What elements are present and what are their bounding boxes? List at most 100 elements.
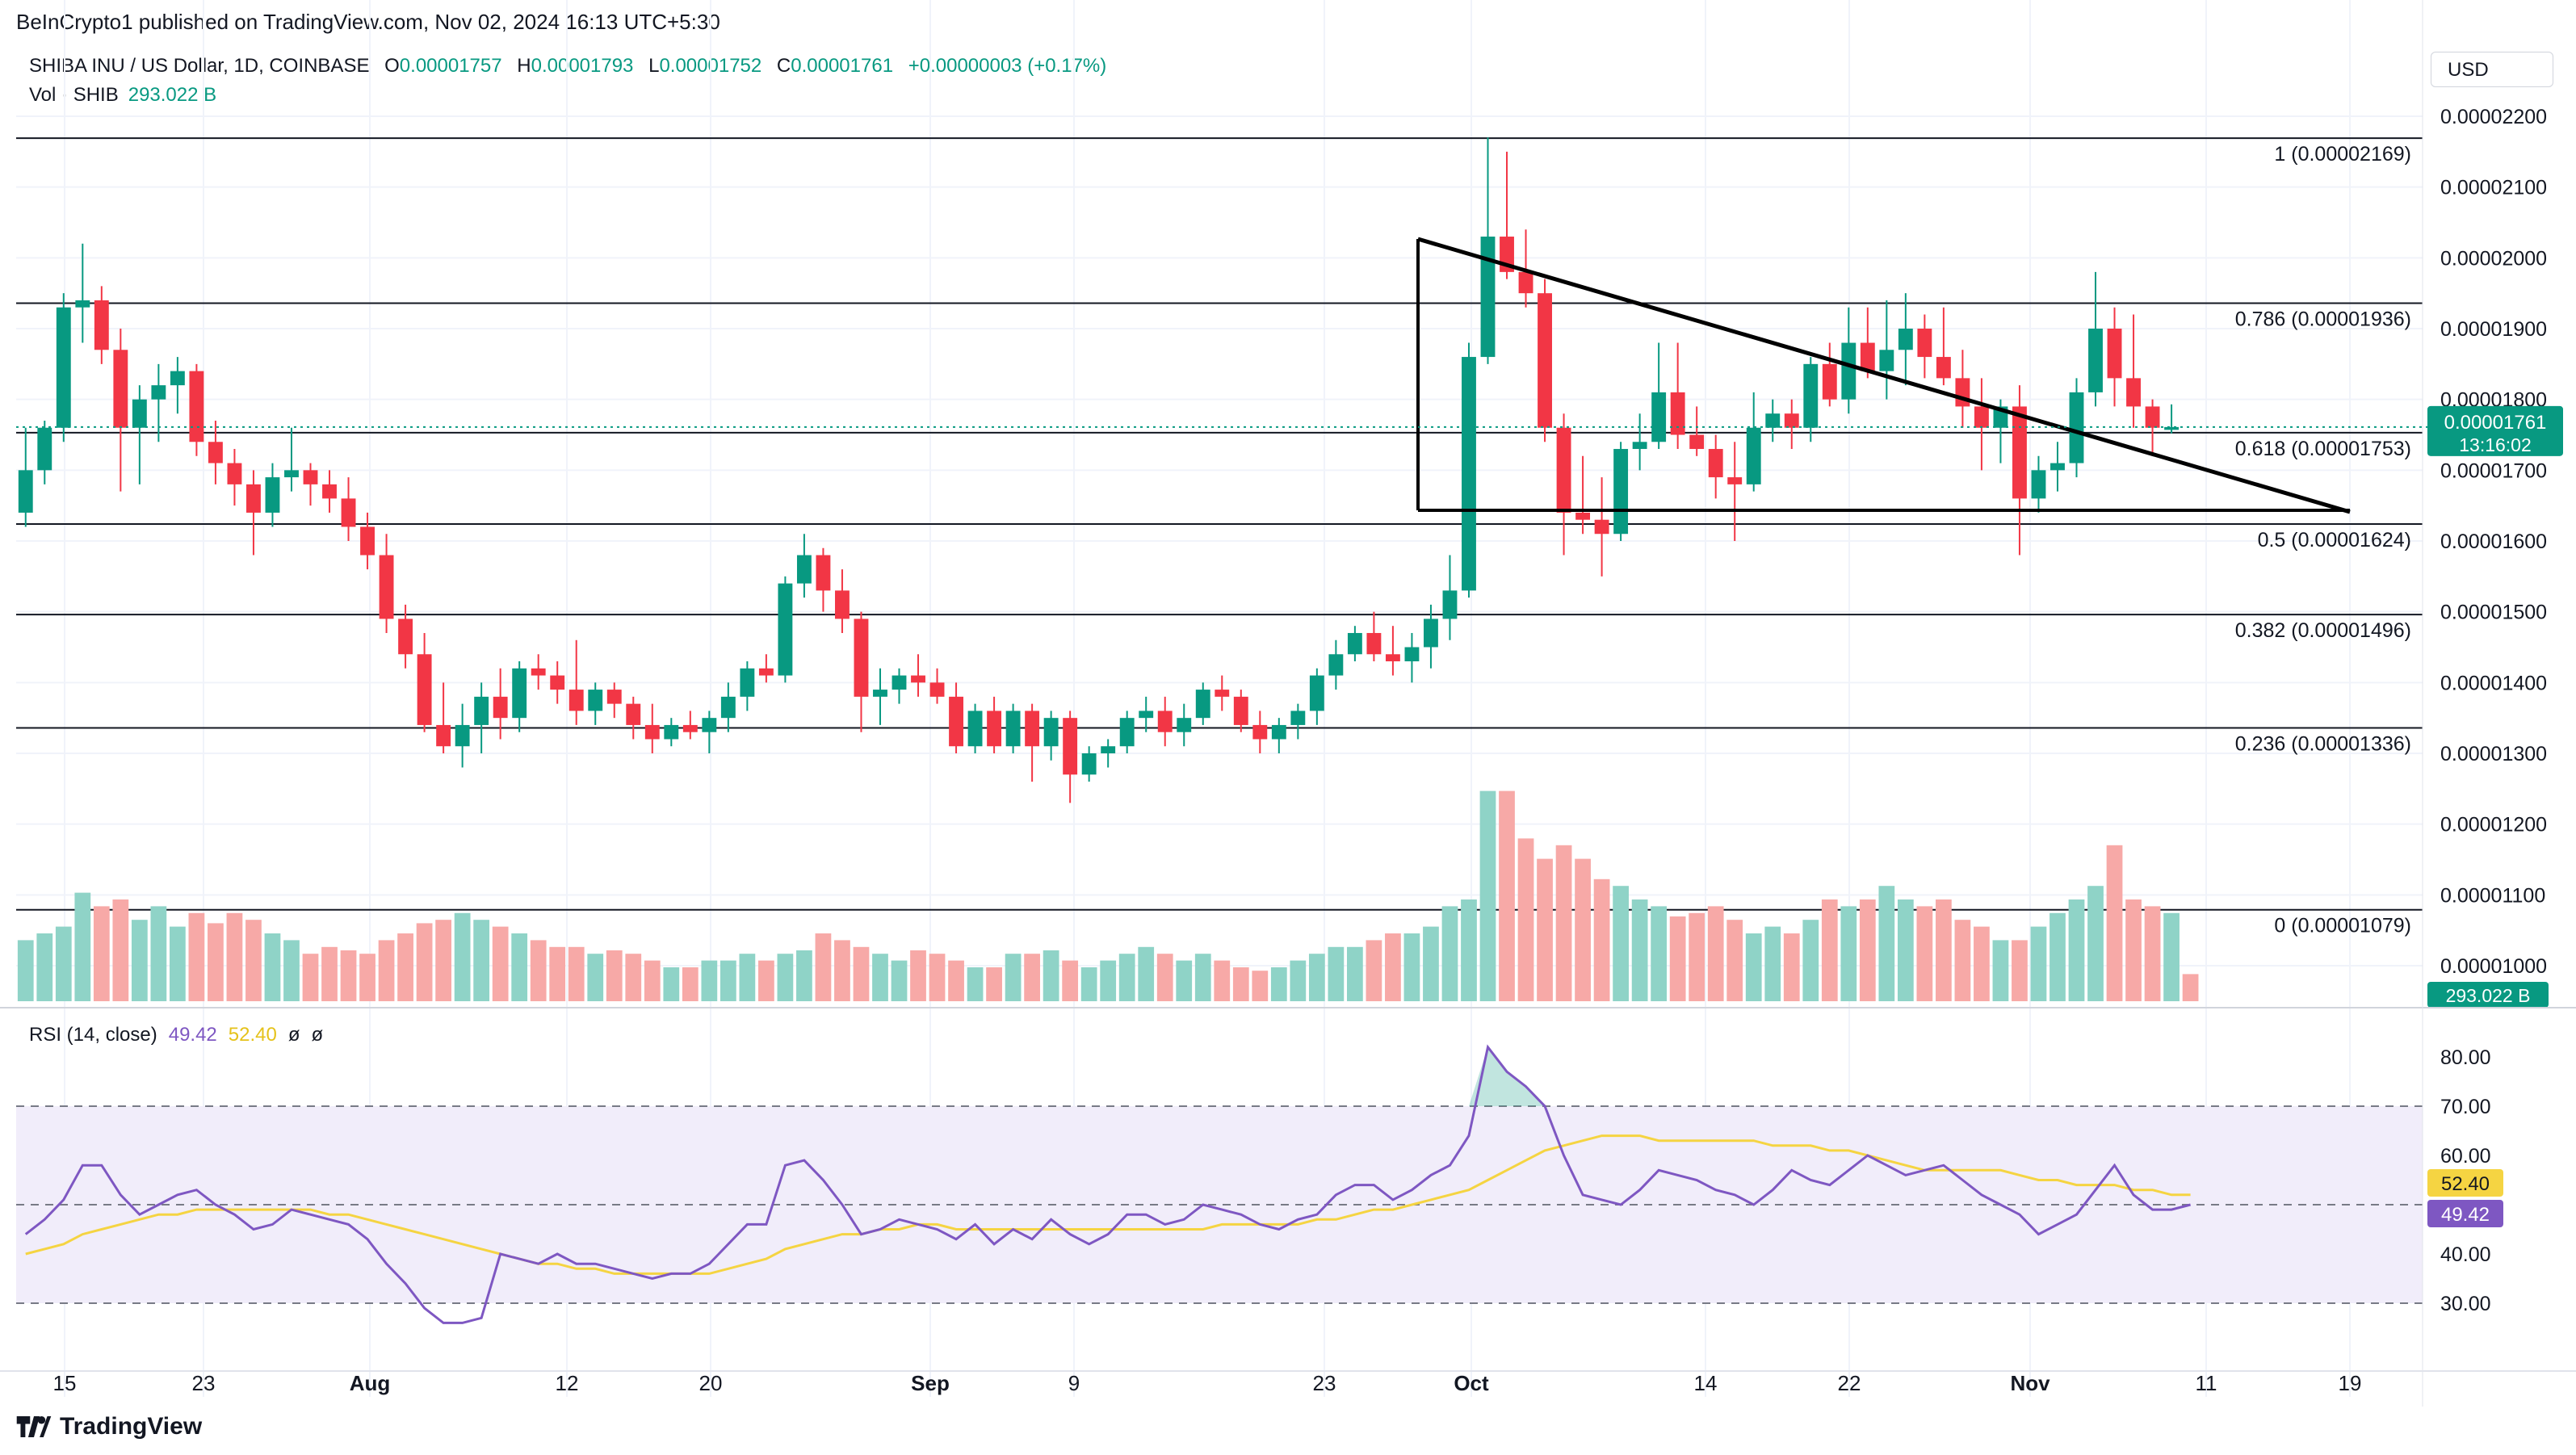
last-price-label: 0.00001761 (2444, 412, 2547, 434)
volume-bar (1232, 967, 1249, 1001)
volume-legend: Vol · SHIB 293.022 B (29, 84, 216, 107)
volume-bar (1138, 946, 1155, 1001)
candle-body (568, 690, 584, 711)
volume-bar (435, 920, 451, 1001)
volume-bar (1745, 933, 1762, 1001)
volume-bar (17, 940, 34, 1001)
countdown-label: 13:16:02 (2459, 434, 2532, 455)
candle-body (1328, 654, 1344, 676)
candle-body (1366, 632, 1382, 655)
symbol-name: SHIBA INU / US Dollar, 1D, COINBASE (29, 55, 370, 77)
fib-level-label: 0.618 (0.00001753) (2235, 438, 2411, 460)
candle-body (1936, 357, 1951, 379)
candle-body (455, 724, 470, 747)
volume-bar (1328, 946, 1345, 1001)
volume-bar (663, 967, 680, 1001)
volume-bar (1118, 954, 1135, 1001)
settings-icon[interactable]: ø (311, 1024, 324, 1046)
volume-bar (1214, 960, 1231, 1001)
candle-body (1841, 342, 1856, 400)
volume-bar (416, 923, 433, 1001)
price-tick-label: 0.00001600 (2440, 530, 2547, 553)
candle-body (1632, 442, 1647, 450)
candle-body (189, 371, 204, 442)
open-label: O (384, 55, 400, 77)
candle-body (1822, 363, 1837, 400)
volume-bar (1403, 933, 1420, 1001)
volume-bar (1308, 954, 1325, 1001)
volume-bar (948, 960, 964, 1001)
volume-bar (2182, 974, 2199, 1001)
volume-bar (1992, 940, 2009, 1001)
volume-bar (1783, 933, 1800, 1001)
volume-bar (2030, 926, 2047, 1001)
time-tick-label: 22 (1838, 1371, 1861, 1395)
candle-body (1025, 711, 1040, 747)
volume-bar (1821, 899, 1838, 1001)
rsi-line (24, 1044, 2191, 1324)
rsi-tick-label: 30.00 (2440, 1293, 2491, 1315)
price-axis[interactable]: 0.00002200 0.00002100 0.00002000 0.00001900… (2427, 106, 2563, 1008)
time-axis[interactable]: 15 23 Aug 12 20 Sep 9 23 Oct 14 22 Nov 11 19 (0, 1370, 2576, 1395)
volume-bar (1897, 899, 1914, 1001)
volume-bar (568, 946, 585, 1001)
rsi-ma-line (25, 1134, 2191, 1275)
candle-body (1119, 718, 1135, 747)
volume-bar (1499, 790, 1515, 1001)
candle-body (303, 470, 318, 484)
candle-body (75, 300, 90, 308)
time-tick-label: 23 (192, 1371, 216, 1395)
volume-bar (1156, 954, 1173, 1001)
candle-body (341, 498, 356, 527)
volume-bar (2106, 845, 2123, 1001)
candle-body (1195, 690, 1210, 719)
candle-body (606, 690, 622, 704)
volume-bar (1537, 858, 1553, 1001)
candle-body (474, 696, 489, 725)
volume-value: 293.022 B (128, 84, 217, 106)
time-tick-label: Sep (911, 1371, 950, 1395)
time-tick-label: 9 (1068, 1371, 1080, 1395)
candle-body (682, 724, 698, 732)
candle-body (1651, 392, 1667, 442)
volume-bar (872, 954, 888, 1001)
candle-body (1404, 647, 1420, 662)
candle-body (284, 470, 299, 478)
volume-bar (910, 950, 926, 1001)
volume-bar (1366, 940, 1382, 1001)
volume-bar (2087, 886, 2104, 1001)
volume-bar (701, 960, 718, 1001)
volume-bar (454, 912, 471, 1001)
candle-body (758, 668, 774, 676)
price-tick-label: 0.00001300 (2440, 743, 2547, 765)
eye-icon[interactable]: ø (287, 1024, 300, 1046)
candle-body (417, 654, 432, 725)
time-tick-label: 23 (1313, 1371, 1336, 1395)
candle-body (2107, 329, 2122, 379)
descending-trendline (1417, 237, 2351, 514)
candle-body (227, 463, 242, 484)
time-tick-label: 14 (1694, 1371, 1718, 1395)
volume-badge (2427, 982, 2549, 1008)
candle-body (1575, 512, 1591, 520)
price-tick-label: 0.00001400 (2440, 672, 2547, 694)
candle-body (132, 399, 147, 428)
volume-bar (834, 940, 850, 1001)
volume-bar (720, 960, 736, 1001)
candle-body (1177, 718, 1192, 732)
rsi-label: RSI (14, close) (29, 1024, 157, 1046)
volume-bar (1043, 950, 1059, 1001)
time-tick-label: 12 (556, 1371, 579, 1395)
volume-bar (1252, 971, 1269, 1001)
candle-body (94, 300, 109, 350)
candle-body (436, 724, 451, 747)
volume-bar (2012, 940, 2028, 1001)
candle-body (2069, 392, 2084, 463)
rsi-axis[interactable]: 80.00 70.00 60.00 40.00 30.00 52.40 49.42 (2427, 1046, 2503, 1315)
currency-button[interactable]: USD (2431, 52, 2553, 87)
volume-bar (530, 940, 547, 1001)
candle-body (1689, 434, 1705, 450)
volume-bar (1479, 790, 1496, 1001)
rsi-panel (16, 1044, 2423, 1324)
